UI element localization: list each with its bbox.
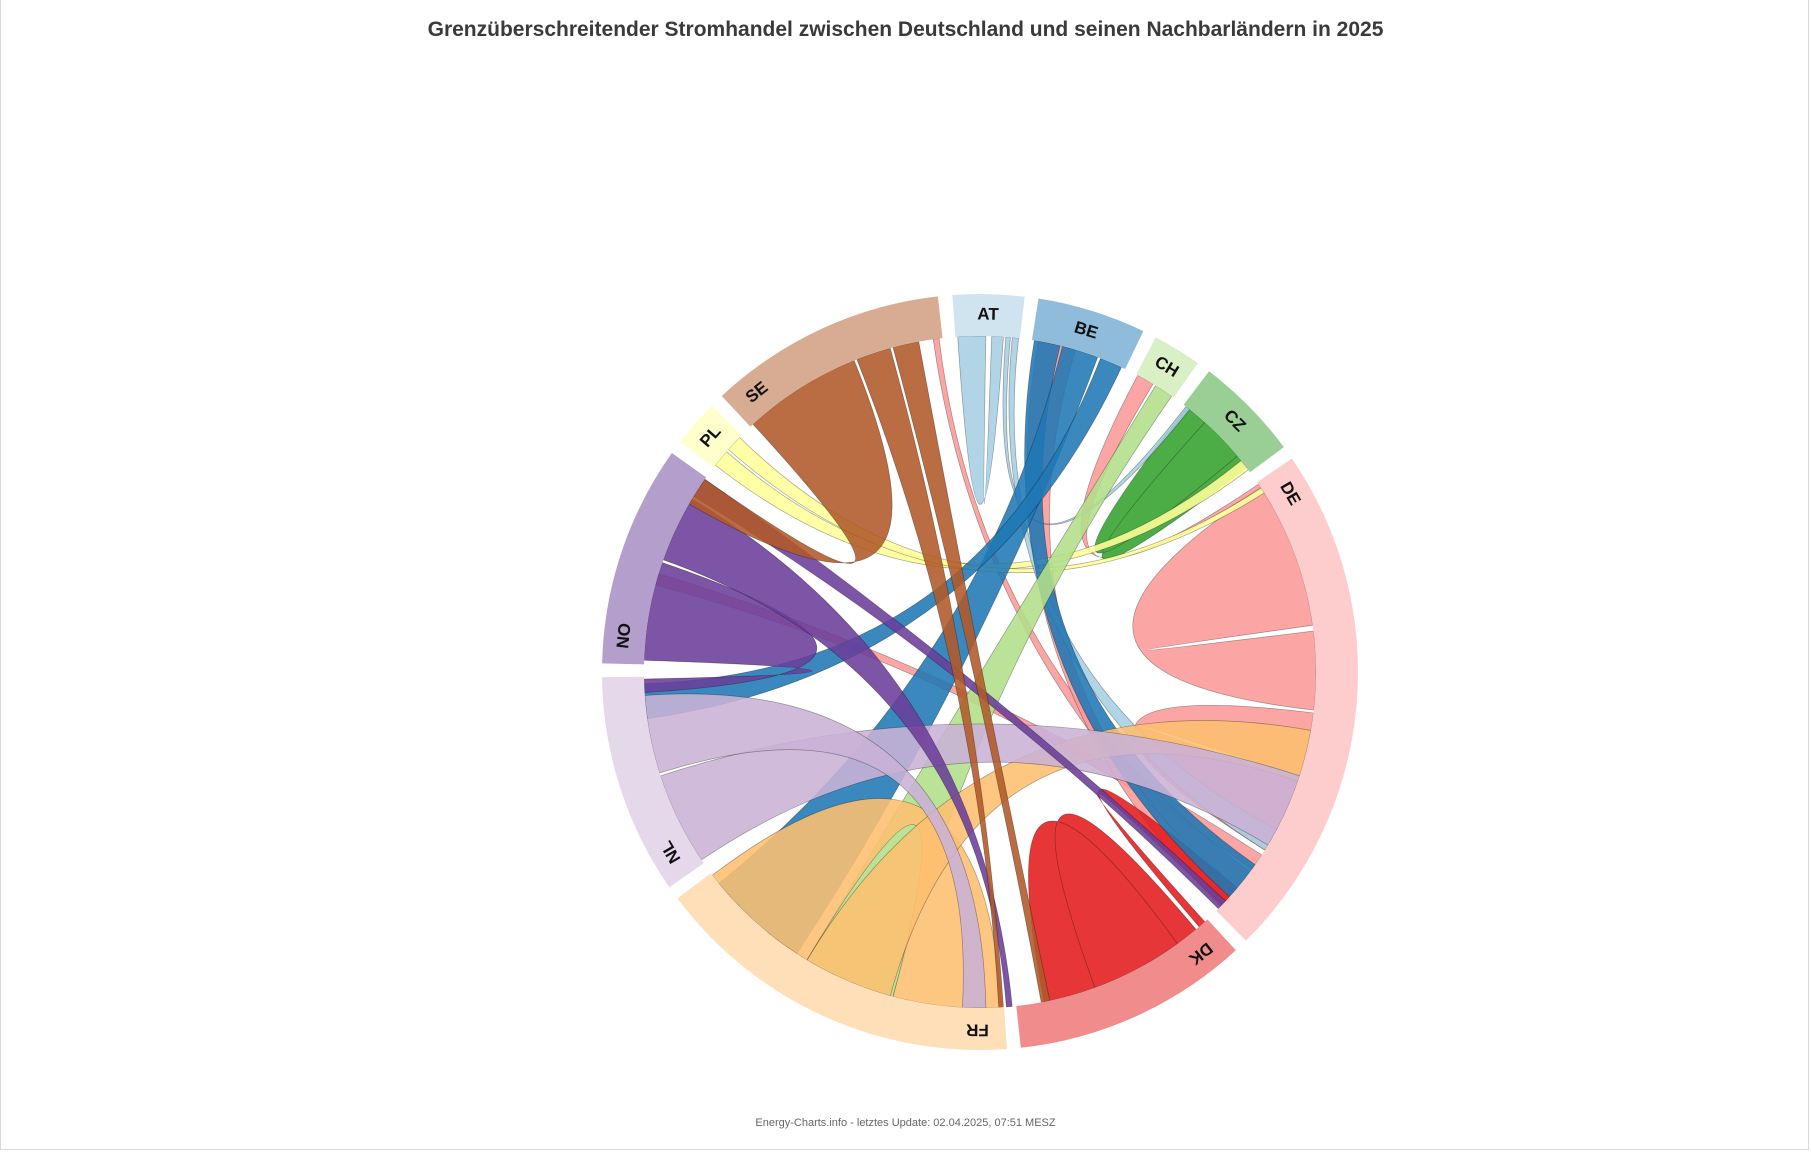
ribbon-se-no[interactable] bbox=[688, 360, 893, 564]
ribbon-nl-fr[interactable] bbox=[644, 693, 987, 1009]
arc-be[interactable] bbox=[1031, 298, 1144, 369]
ribbon-dk-dk[interactable] bbox=[1028, 813, 1197, 1003]
arc-pl[interactable] bbox=[680, 405, 742, 468]
arc-no[interactable] bbox=[602, 453, 707, 665]
arc-ch[interactable] bbox=[1136, 337, 1198, 398]
chord-ribbons bbox=[643, 335, 1317, 1009]
chart-credits: Energy-Charts.info - letztes Update: 02.… bbox=[755, 1117, 1056, 1129]
arc-se[interactable] bbox=[721, 296, 943, 427]
arc-nl[interactable] bbox=[602, 676, 704, 888]
arc-dk[interactable] bbox=[1016, 919, 1236, 1048]
label-at: AT bbox=[977, 304, 999, 323]
arc-cz[interactable] bbox=[1183, 371, 1284, 473]
arc-at[interactable] bbox=[952, 294, 1025, 339]
ribbon-se-fr[interactable] bbox=[856, 347, 1004, 1008]
chart-title: Grenzüberschreitender Stromhandel zwisch… bbox=[427, 18, 1384, 41]
chord-arcs bbox=[602, 294, 1358, 1050]
label-fr: FR bbox=[966, 1020, 989, 1039]
label-no: NO bbox=[613, 622, 634, 649]
ribbon-no-nl[interactable] bbox=[643, 562, 818, 693]
ribbon-no-fr[interactable] bbox=[662, 498, 1013, 1008]
ribbon-de-de[interactable] bbox=[1132, 488, 1317, 711]
arc-de[interactable] bbox=[1216, 458, 1358, 941]
arc-fr[interactable] bbox=[677, 873, 1008, 1050]
